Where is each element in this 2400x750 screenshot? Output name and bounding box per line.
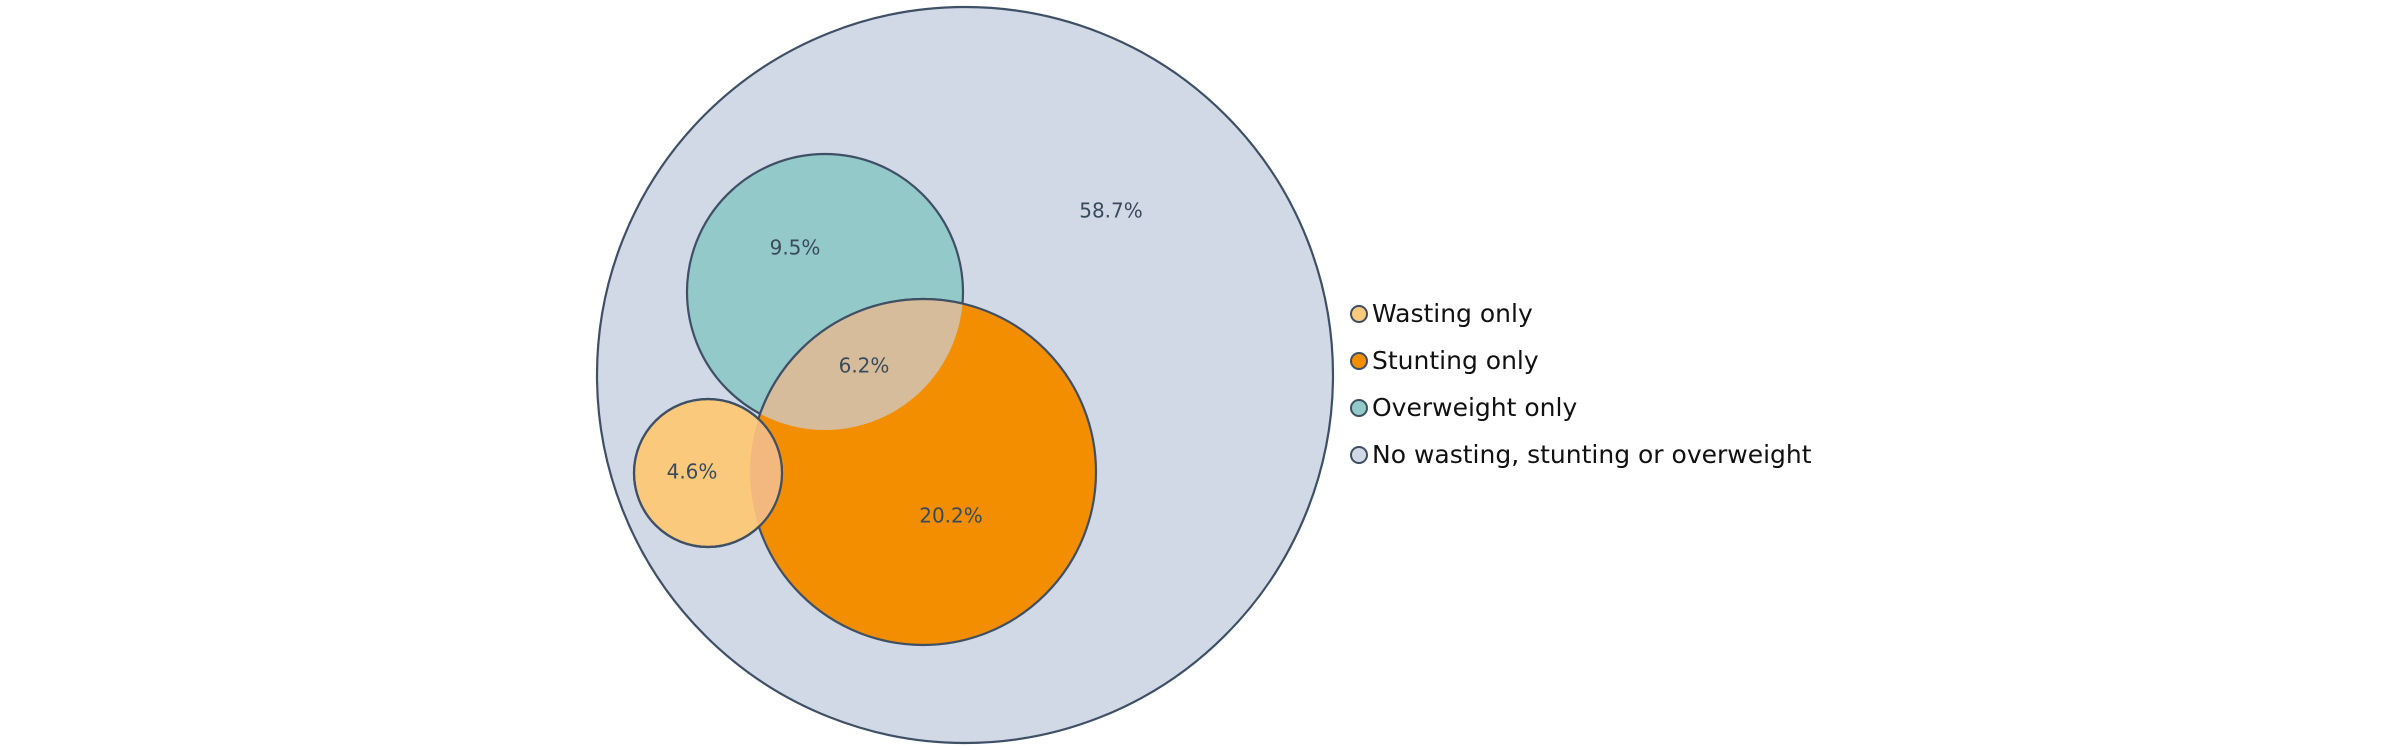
overweight-only-value: 9.5% xyxy=(770,236,821,260)
legend-label-overweight: Overweight only xyxy=(1372,393,1578,422)
stunting-only-value: 20.2% xyxy=(919,504,983,528)
legend-label-stunting: Stunting only xyxy=(1372,346,1539,375)
legend-label-wasting: Wasting only xyxy=(1372,299,1533,328)
legend-swatch-no-condition xyxy=(1350,445,1368,464)
legend-swatch-wasting xyxy=(1350,304,1368,323)
legend-item-overweight: Overweight only xyxy=(1350,384,1812,431)
no-condition-value: 58.7% xyxy=(1079,199,1143,223)
overweight-stunting-overlap xyxy=(748,297,963,430)
legend-item-no-condition: No wasting, stunting or overweight xyxy=(1350,431,1812,478)
overweight-stunting-value: 6.2% xyxy=(839,354,890,378)
legend-swatch-stunting xyxy=(1350,351,1368,370)
wasting-only-value: 4.6% xyxy=(667,460,718,484)
wasting-circle-outline xyxy=(632,397,784,549)
legend-item-wasting: Wasting only xyxy=(1350,290,1812,337)
legend-swatch-overweight xyxy=(1350,398,1368,417)
legend: Wasting only Stunting only Overweight on… xyxy=(1350,290,1812,478)
legend-label-no-condition: No wasting, stunting or overweight xyxy=(1372,440,1812,469)
legend-item-stunting: Stunting only xyxy=(1350,337,1812,384)
